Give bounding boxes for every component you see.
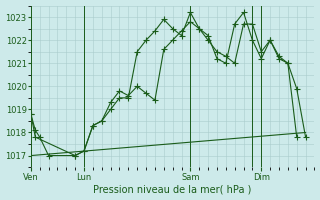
X-axis label: Pression niveau de la mer( hPa ): Pression niveau de la mer( hPa ) [93,184,252,194]
